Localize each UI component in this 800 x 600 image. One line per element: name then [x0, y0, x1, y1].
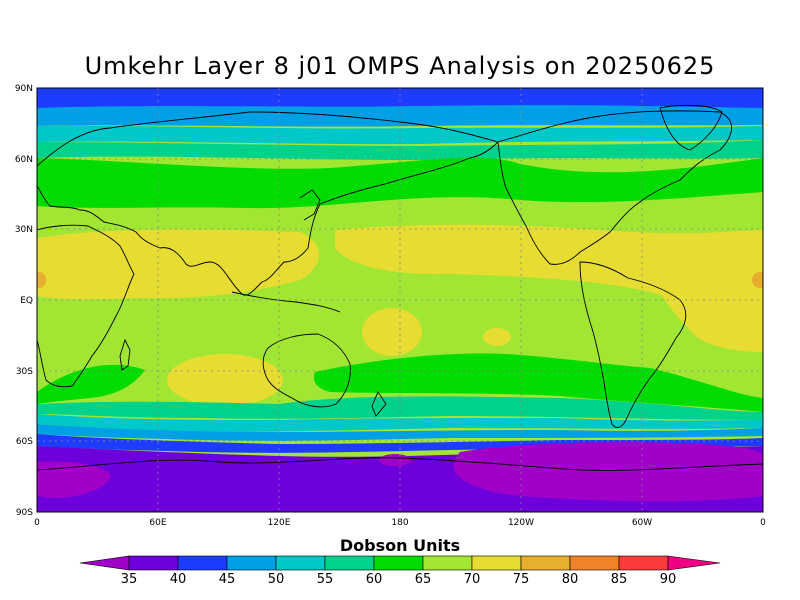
- colorbar-tick-70: 70: [463, 572, 481, 587]
- contour-40-north: [37, 88, 763, 108]
- colorbar-swatch-70-75: [471, 555, 522, 571]
- contour-70-south-pacific: [483, 328, 511, 346]
- colorbar-tick-60: 60: [365, 572, 383, 587]
- lat-labels: 90N 60N 30N EQ 30S 60S 90S: [15, 84, 33, 518]
- colorbar-swatch-80-85: [569, 555, 620, 571]
- contour-80-patch: [37, 272, 46, 288]
- coast-north-america: [497, 110, 732, 265]
- lon-label-180: 180: [391, 518, 408, 528]
- contour-50-south: [37, 424, 763, 441]
- contour-70-atlantic: [650, 261, 763, 352]
- colorbar-tick-85: 85: [610, 572, 628, 587]
- colorbar-arrow-high: [667, 555, 721, 571]
- colorbar-tick-80: 80: [561, 572, 579, 587]
- colorbar-arrow-low: [79, 555, 130, 571]
- colorbar-tick-55: 55: [316, 572, 334, 587]
- colorbar-tick-50: 50: [267, 572, 285, 587]
- coast-europe-asia: [37, 111, 499, 296]
- lat-label-90n: 90N: [15, 84, 33, 94]
- colorbar-swatch-40-45: [177, 555, 228, 571]
- lat-label-90s: 90S: [16, 508, 33, 518]
- coast-greenland: [659, 104, 723, 151]
- colorbar-tick-90: 90: [659, 572, 677, 587]
- lon-label-120w: 120W: [508, 518, 534, 528]
- colorbar-swatch-75-80: [520, 555, 571, 571]
- ozone-field: [37, 88, 763, 512]
- graticule: [37, 88, 763, 512]
- lat-label-60s: 60S: [16, 437, 33, 447]
- coast-south-america: [579, 261, 687, 428]
- coast-madagascar: [119, 338, 131, 371]
- contour-65-south-pacific: [313, 353, 763, 412]
- colorbar-title: Dobson Units: [339, 536, 461, 555]
- lat-label-60n: 60N: [15, 155, 33, 165]
- colorbar-tick-45: 45: [218, 572, 236, 587]
- contour-65-south-west: [37, 364, 145, 404]
- contour-70-pacific: [335, 224, 763, 305]
- colorbar-swatch-60-65: [373, 555, 424, 571]
- coast-antarctica: [37, 457, 763, 471]
- contour-55-north: [37, 125, 763, 145]
- colorbar-swatch-50-55: [275, 555, 326, 571]
- lon-label-60w: 60W: [632, 518, 652, 528]
- lat-label-30n: 30N: [15, 225, 33, 235]
- colorbar-tick-65: 65: [414, 572, 432, 587]
- colorbar-swatch-65-70: [422, 555, 473, 571]
- colorbar-tick-75: 75: [512, 572, 530, 587]
- coast-africa: [37, 224, 135, 388]
- colorbar-swatch-45-50: [226, 555, 277, 571]
- coast-australia: [262, 333, 351, 408]
- map-title: Umkehr Layer 8 j01 OMPS Analysis on 2025…: [84, 52, 716, 80]
- contour-35-patch: [379, 454, 411, 466]
- lon-label-60e: 60E: [149, 518, 166, 528]
- contour-65-north: [37, 157, 763, 209]
- plot-frame: [36, 87, 764, 513]
- coast-japan: [299, 189, 321, 221]
- colorbar-swatch-85-90: [618, 555, 669, 571]
- colorbar-tick-40: 40: [169, 572, 187, 587]
- colorbar-tick-35: 35: [120, 572, 138, 587]
- lon-label-120e: 120E: [268, 518, 291, 528]
- contour-55-south: [37, 414, 763, 432]
- lon-label-0-west: 0: [34, 518, 40, 528]
- contour-70-south-indian: [167, 354, 283, 406]
- lon-labels: 0 60E 120E 180 120W 60W 0: [34, 518, 766, 528]
- coast-indonesia: [231, 291, 341, 313]
- lat-label-30s: 30S: [16, 367, 33, 377]
- contour-70-tropics-west: [37, 229, 319, 300]
- lon-label-0-east: 0: [760, 518, 766, 528]
- coastlines: [37, 104, 763, 471]
- contour-80-patch-east: [752, 272, 763, 288]
- lat-label-eq: EQ: [20, 296, 33, 306]
- contour-35-southwest: [37, 461, 111, 498]
- contour-60-south: [37, 396, 763, 420]
- coast-new-zealand: [371, 391, 387, 417]
- contour-35-southeast: [453, 442, 763, 502]
- colorbar-swatch-55-60: [324, 555, 375, 571]
- contour-70-pacific-south: [362, 308, 422, 356]
- contour-45-north: [37, 105, 763, 127]
- colorbar: [79, 555, 721, 571]
- colorbar-swatch-35-40: [128, 555, 179, 571]
